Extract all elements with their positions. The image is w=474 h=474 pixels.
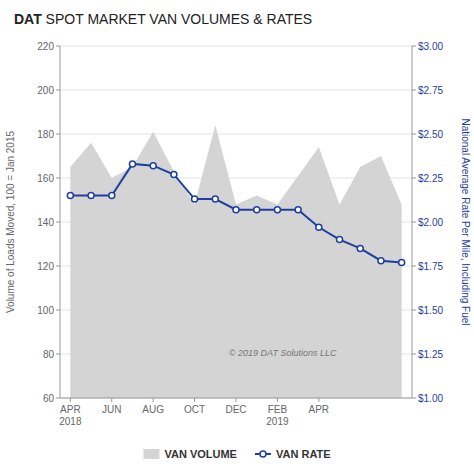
annotation: © 2019 DAT Solutions LLC: [229, 348, 337, 358]
rate-point: [171, 171, 177, 177]
x-tick-label-line: FEB: [268, 404, 288, 415]
y2-tick: [412, 222, 416, 223]
rate-point: [67, 193, 73, 199]
y2-tick: [412, 354, 416, 355]
y2-tick: [412, 178, 416, 179]
y2-tick-label: $2.75: [418, 85, 443, 96]
rate-point: [274, 207, 280, 213]
x-tick-label-line: 2018: [59, 416, 82, 427]
rate-point: [192, 196, 198, 202]
y-tick-label: 140: [37, 217, 54, 228]
y2-tick-label: $2.50: [418, 129, 443, 140]
legend-item: VAN RATE: [255, 448, 331, 460]
x-tick-label-line: AUG: [142, 404, 164, 415]
legend-marker: [260, 451, 266, 457]
x-tick-label-line: OCT: [184, 404, 205, 415]
rate-point: [233, 207, 239, 213]
x-tick: [194, 398, 195, 402]
x-tick: [236, 398, 237, 402]
x-tick-label: APR: [309, 404, 330, 415]
y2-tick-label: $1.25: [418, 349, 443, 360]
rate-point: [109, 193, 115, 199]
x-tick-label: AUG: [142, 404, 164, 415]
y2-tick-label: $1.00: [418, 393, 443, 404]
x-tick-label: FEB2019: [266, 404, 289, 427]
y-tick: [56, 178, 60, 179]
data-group: [67, 125, 404, 398]
legend: VAN VOLUME VAN RATE: [143, 448, 330, 460]
legend-label: VAN RATE: [276, 448, 331, 460]
y-tick: [56, 222, 60, 223]
rate-point: [88, 193, 94, 199]
rate-point: [337, 237, 343, 243]
rate-point: [316, 224, 322, 230]
rate-point: [254, 207, 260, 213]
plot-area: [60, 46, 412, 398]
y-tick-label: 180: [37, 129, 54, 140]
y2-axis-label: National Average Rate Per Mile, Includin…: [460, 118, 471, 325]
y-tick-label: 80: [43, 349, 55, 360]
y-axis-label: Volume of Loads Moved, 100 = Jan 2015: [5, 131, 16, 314]
y2-tick-label: $2.00: [418, 217, 443, 228]
title-part: DAT: [14, 11, 42, 27]
rate-point: [357, 245, 363, 251]
y-tick: [56, 46, 60, 47]
y-tick: [56, 310, 60, 311]
x-tick: [277, 398, 278, 402]
y-tick-label: 100: [37, 305, 54, 316]
y2-tick-label: $3.00: [418, 41, 443, 52]
title: DAT SPOT MARKET VAN VOLUMES & RATES: [14, 11, 312, 27]
grid-line: [60, 90, 412, 91]
x-tick-label-line: APR: [309, 404, 330, 415]
rate-point: [378, 258, 384, 264]
y-tick: [56, 398, 60, 399]
legend-swatch: [143, 449, 159, 459]
x-tick-label-line: JUN: [102, 404, 121, 415]
y-tick: [56, 354, 60, 355]
x-tick-label: OCT: [184, 404, 205, 415]
x-tick-label-line: 2019: [266, 416, 289, 427]
y-tick: [56, 266, 60, 267]
x-tick-label: DEC: [225, 404, 246, 415]
title-part: SPOT MARKET VAN VOLUMES & RATES: [42, 11, 312, 27]
rate-point: [212, 196, 218, 202]
legend-label: VAN VOLUME: [164, 448, 237, 460]
y-tick-label: 60: [43, 393, 55, 404]
x-tick: [111, 398, 112, 402]
y2-tick: [412, 398, 416, 399]
rate-point: [129, 161, 135, 167]
x-tick: [318, 398, 319, 402]
y-tick: [56, 134, 60, 135]
y-tick-label: 120: [37, 261, 54, 272]
y2-tick: [412, 46, 416, 47]
rate-point: [295, 207, 301, 213]
x-tick-label-line: DEC: [225, 404, 246, 415]
y-tick-label: 200: [37, 85, 54, 96]
y2-tick: [412, 134, 416, 135]
y2-tick: [412, 310, 416, 311]
volume-area: [70, 125, 401, 398]
rate-point: [150, 163, 156, 169]
x-tick-label-line: APR: [60, 404, 81, 415]
x-tick: [153, 398, 154, 402]
y2-tick: [412, 90, 416, 91]
x-tick-label: JUN: [102, 404, 121, 415]
y2-tick-label: $1.50: [418, 305, 443, 316]
y2-tick-label: $2.25: [418, 173, 443, 184]
y-tick: [56, 90, 60, 91]
rate-point: [399, 259, 405, 265]
x-tick: [70, 398, 71, 402]
y2-tick-label: $1.75: [418, 261, 443, 272]
y-tick-label: 160: [37, 173, 54, 184]
rate-line: [70, 164, 401, 263]
y2-tick: [412, 266, 416, 267]
grid-line: [60, 46, 412, 47]
grid-line: [60, 134, 412, 135]
y-tick-label: 220: [37, 41, 54, 52]
chart: DAT SPOT MARKET VAN VOLUMES & RATES 60 80 1…: [0, 0, 474, 474]
legend-item: VAN VOLUME: [143, 448, 237, 460]
x-tick-label: APR2018: [59, 404, 82, 427]
